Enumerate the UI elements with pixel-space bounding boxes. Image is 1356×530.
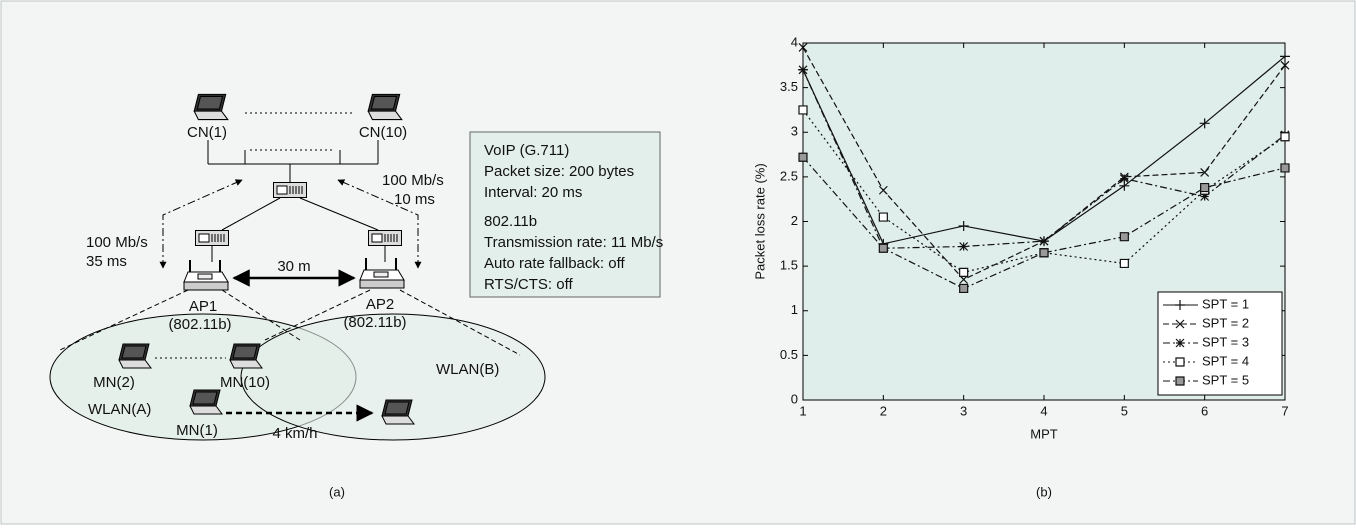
ap-label: AP2 bbox=[366, 296, 394, 313]
marker bbox=[878, 212, 888, 222]
info-line: Packet size: 200 bytes bbox=[484, 163, 634, 180]
marker bbox=[1200, 192, 1210, 201]
legend-marker bbox=[1175, 376, 1185, 386]
legend-marker bbox=[1175, 300, 1185, 310]
mn-label: MN(10) bbox=[220, 374, 270, 391]
marker bbox=[1119, 258, 1129, 269]
x-tick-label: 1 bbox=[799, 403, 806, 418]
y-tick-label: 1.5 bbox=[780, 258, 798, 273]
y-tick-label: 0.5 bbox=[780, 347, 798, 362]
info-line: Interval: 20 ms bbox=[484, 184, 582, 201]
marker bbox=[1280, 163, 1290, 173]
y-tick-label: 1 bbox=[791, 302, 798, 317]
legend-marker bbox=[1175, 319, 1185, 329]
marker bbox=[959, 283, 969, 294]
x-tick-label: 3 bbox=[960, 403, 967, 418]
marker bbox=[1199, 118, 1210, 129]
marker bbox=[1280, 51, 1290, 62]
y-tick-label: 2.5 bbox=[780, 168, 798, 183]
info-line: RTS/CTS: off bbox=[484, 276, 573, 293]
caption: (b) bbox=[1036, 484, 1052, 499]
marker bbox=[959, 242, 969, 251]
marker bbox=[1200, 167, 1210, 177]
marker bbox=[878, 185, 888, 195]
marker bbox=[1280, 132, 1290, 142]
y-tick-label: 4 bbox=[791, 34, 798, 49]
marker bbox=[1280, 60, 1290, 70]
y-axis-label: Packet loss rate (%) bbox=[752, 163, 767, 279]
mn-label: MN(1) bbox=[176, 422, 218, 439]
wlan-label: WLAN(A) bbox=[88, 401, 151, 418]
marker bbox=[798, 105, 808, 115]
diagram-labels: CN(1) CN(10) 100 Mb/s 10 ms 100 Mb/s 35 … bbox=[86, 124, 663, 499]
legend-label: SPT = 3 bbox=[1202, 334, 1249, 349]
marker bbox=[1119, 232, 1129, 242]
x-tick-label: 6 bbox=[1201, 403, 1208, 418]
link-label: 100 Mb/s bbox=[382, 172, 444, 189]
speed-label: 4 km/h bbox=[272, 425, 317, 442]
y-tick-label: 0 bbox=[791, 391, 798, 406]
marker bbox=[1119, 174, 1129, 184]
marker bbox=[798, 65, 808, 75]
cn-label: CN(1) bbox=[187, 124, 227, 141]
x-axis-label: MPT bbox=[1030, 426, 1058, 441]
y-tick-label: 2 bbox=[791, 213, 798, 228]
marker bbox=[1200, 182, 1210, 193]
x-tick-label: 2 bbox=[880, 403, 887, 418]
distance-label: 30 m bbox=[277, 258, 310, 275]
legend-marker bbox=[1175, 357, 1185, 367]
legend-label: SPT = 4 bbox=[1202, 353, 1249, 368]
link-label: 35 ms bbox=[86, 253, 127, 270]
wlan-label: WLAN(B) bbox=[436, 361, 499, 378]
legend-marker bbox=[1175, 338, 1185, 348]
chart: 0 0.5 1 1.5 2 2.5 3 3.5 4 1 2 3 4 5 6 7 MPT Packet loss r… bbox=[752, 34, 1290, 499]
info-line: 802.11b bbox=[484, 213, 537, 230]
link-label: 10 ms bbox=[394, 191, 435, 208]
x-tick-label: 7 bbox=[1281, 403, 1288, 418]
network-diagram bbox=[49, 93, 661, 441]
info-line: Auto rate fallback: off bbox=[484, 255, 625, 272]
legend-label: SPT = 2 bbox=[1202, 315, 1249, 330]
marker bbox=[1039, 248, 1049, 258]
marker bbox=[959, 267, 969, 277]
marker bbox=[878, 243, 888, 253]
y-tick-label: 3 bbox=[791, 124, 798, 139]
marker bbox=[1039, 236, 1049, 246]
marker bbox=[798, 152, 808, 162]
legend-label: SPT = 5 bbox=[1202, 372, 1249, 387]
x-tick-label: 4 bbox=[1040, 403, 1047, 418]
info-line: VoIP (G.711) bbox=[484, 142, 569, 159]
mn-label: MN(2) bbox=[93, 374, 135, 391]
info-line: Transmission rate: 11 Mb/s bbox=[484, 234, 663, 251]
ap-label: AP1 bbox=[189, 298, 217, 315]
ap-standard: (802.11b) bbox=[343, 314, 406, 331]
cn-label: CN(10) bbox=[359, 124, 407, 141]
x-tick-label: 5 bbox=[1121, 403, 1128, 418]
marker bbox=[958, 220, 969, 231]
marker bbox=[798, 43, 808, 52]
ap-standard: (802.11b) bbox=[168, 316, 231, 333]
legend-label: SPT = 1 bbox=[1202, 296, 1249, 311]
link-label: 100 Mb/s bbox=[86, 234, 148, 251]
y-tick-label: 3.5 bbox=[780, 79, 798, 94]
caption: (a) bbox=[329, 484, 345, 499]
